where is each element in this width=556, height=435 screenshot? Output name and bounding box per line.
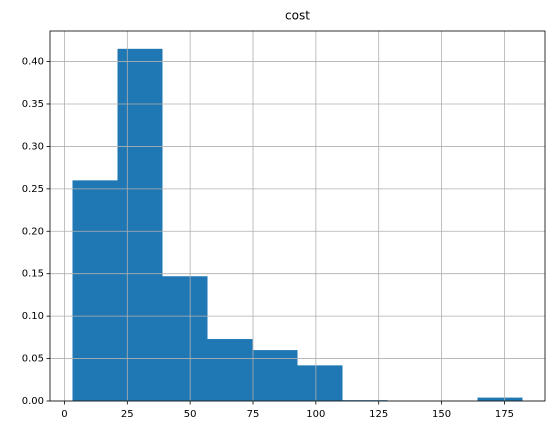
chart-title: cost	[285, 9, 310, 23]
y-tick-label: 0.35	[22, 99, 44, 110]
y-tick-label: 0.25	[22, 184, 44, 195]
x-tick-label: 75	[247, 409, 260, 420]
bar	[477, 397, 523, 401]
x-tick-label: 50	[184, 409, 197, 420]
bar	[297, 365, 343, 401]
x-tick-label: 0	[61, 409, 67, 420]
bar	[252, 350, 298, 401]
bar	[72, 180, 118, 401]
bar	[207, 339, 253, 401]
y-tick-label: 0.20	[22, 226, 44, 237]
y-tick-label: 0.10	[22, 311, 44, 322]
x-tick-label: 25	[121, 409, 134, 420]
plot-frame	[49, 30, 546, 402]
bar	[117, 48, 163, 401]
y-tick-label: 0.05	[22, 354, 44, 365]
bar	[342, 400, 388, 401]
y-tick-label: 0.00	[22, 396, 44, 407]
y-tick-label: 0.15	[22, 269, 44, 280]
x-tick-label: 175	[495, 409, 514, 420]
x-tick-label: 150	[432, 409, 451, 420]
y-tick-label: 0.40	[22, 57, 44, 68]
x-tick-label: 125	[369, 409, 388, 420]
y-tick-label: 0.30	[22, 141, 44, 152]
x-tick-label: 100	[306, 409, 325, 420]
bar	[162, 276, 208, 401]
